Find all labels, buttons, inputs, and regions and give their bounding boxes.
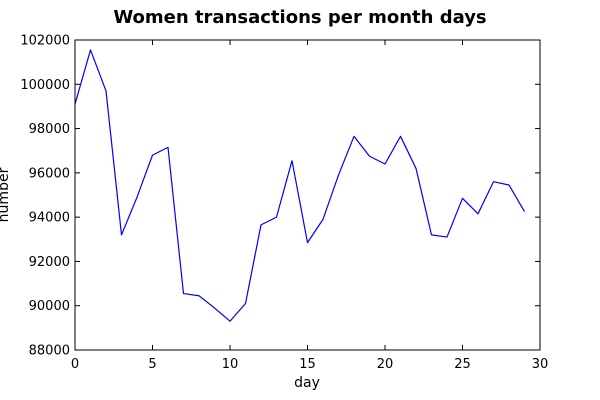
x-tick-label: 20 [377, 357, 394, 372]
chart-title: Women transactions per month days [113, 7, 486, 28]
x-tick-label: 5 [148, 357, 156, 372]
y-tick-label: 90000 [29, 299, 70, 314]
y-tick-label: 94000 [29, 211, 70, 226]
series-line-0 [74, 49, 526, 322]
x-tick-label: 15 [299, 357, 316, 372]
x-tick-label: 10 [222, 357, 239, 372]
y-tick-label: 100000 [20, 78, 70, 93]
y-tick-label: 102000 [20, 34, 70, 49]
y-tick-label: 96000 [29, 166, 70, 181]
plot-area [74, 39, 541, 351]
y-tick-label: 88000 [29, 344, 70, 359]
x-tick-label: 0 [71, 357, 79, 372]
x-tick-label: 25 [454, 357, 471, 372]
x-axis-ticks: 0 5 10 15 20 25 30 [71, 40, 548, 372]
plot-frame [74, 39, 541, 351]
y-tick-label: 92000 [29, 255, 70, 270]
y-axis-label: number [0, 167, 12, 222]
y-tick-label: 98000 [29, 122, 70, 137]
y-axis-ticks: 88000 90000 92000 94000 96000 98000 100000 1020… [20, 34, 540, 359]
x-axis-label: day [294, 375, 320, 391]
x-tick-label: 30 [532, 357, 549, 372]
